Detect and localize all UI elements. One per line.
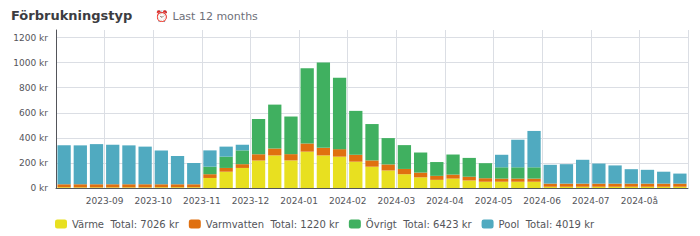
svg-text:2023-09: 2023-09: [86, 196, 124, 206]
svg-text:Förbrukningstyp: Förbrukningstyp: [11, 8, 132, 23]
svg-text:1200 kr: 1200 kr: [13, 33, 48, 43]
svg-text:2023-11: 2023-11: [183, 196, 221, 206]
svg-text:Pool Total: 4019 kr: Pool Total: 4019 kr: [499, 219, 595, 230]
svg-text:2024-01: 2024-01: [280, 196, 318, 206]
svg-text:⏰ Last 12 months: ⏰ Last 12 months: [155, 9, 258, 23]
svg-text:Övrigt Total: 6423 kr: Övrigt Total: 6423 kr: [366, 218, 473, 230]
svg-text:600 kr: 600 kr: [19, 108, 48, 118]
svg-text:2024-0å: 2024-0å: [621, 196, 658, 206]
svg-text:2024-05: 2024-05: [475, 196, 513, 206]
svg-text:2023-10: 2023-10: [134, 196, 172, 206]
svg-text:800 kr: 800 kr: [19, 83, 48, 93]
svg-text:400 kr: 400 kr: [19, 133, 48, 143]
svg-text:0 kr: 0 kr: [31, 183, 49, 193]
svg-text:2024-03: 2024-03: [378, 196, 416, 206]
svg-text:Varmvatten Total: 1220 kr: Varmvatten Total: 1220 kr: [206, 219, 340, 230]
svg-text:Värme Total: 7026 kr: Värme Total: 7026 kr: [72, 219, 180, 230]
svg-text:1000 kr: 1000 kr: [13, 58, 48, 68]
svg-text:200 kr: 200 kr: [19, 158, 48, 168]
svg-text:2024-04: 2024-04: [426, 196, 464, 206]
svg-text:2024-06: 2024-06: [523, 196, 561, 206]
svg-text:2024-07: 2024-07: [572, 196, 610, 206]
svg-text:2023-12: 2023-12: [232, 196, 270, 206]
svg-text:2024-02: 2024-02: [329, 196, 367, 206]
